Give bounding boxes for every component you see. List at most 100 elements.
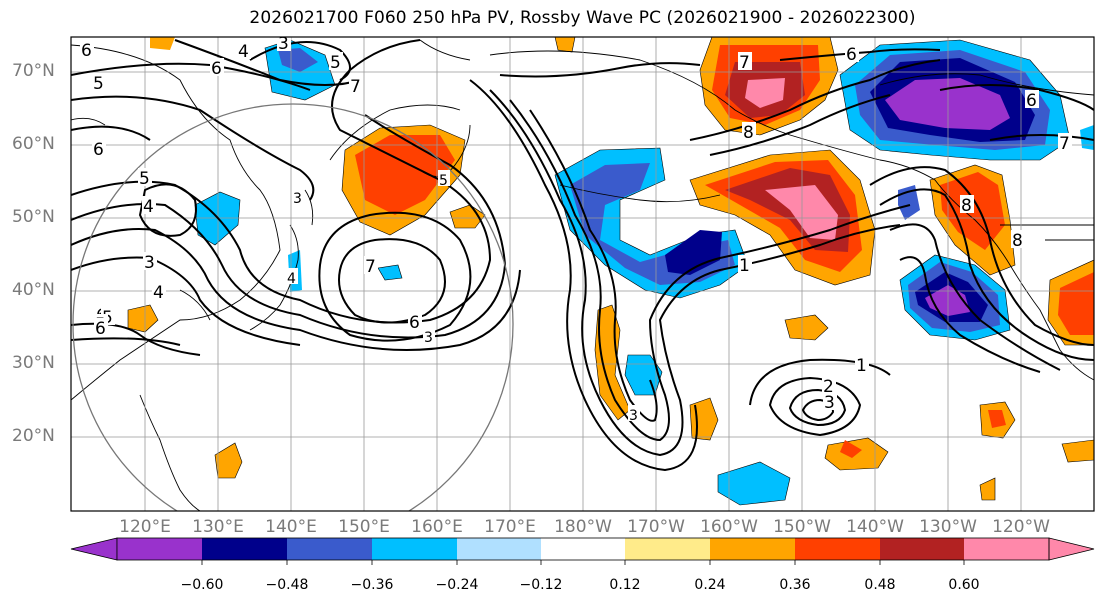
contour-label: 6	[409, 313, 420, 333]
contour-label: 5	[93, 74, 104, 94]
pv-contour	[489, 89, 901, 457]
pv-contour	[709, 94, 891, 156]
negative-anomaly	[278, 48, 318, 72]
coastline-layer	[71, 44, 1094, 511]
negative-anomaly	[665, 230, 722, 275]
negative-anomaly	[377, 264, 403, 281]
contour-label: 6	[846, 45, 857, 65]
contour-label: 4	[153, 283, 164, 303]
coastline	[559, 184, 721, 203]
colorbar-tick-label: −0.24	[435, 577, 479, 593]
contour-label: 3	[629, 408, 638, 424]
pv-contour	[869, 166, 1094, 346]
contour-label: 7	[1059, 134, 1070, 154]
colorbar-tick-label: 0.24	[694, 577, 726, 593]
positive-anomaly	[1058, 272, 1094, 335]
pv-contour	[71, 125, 151, 141]
colorbar-bin	[287, 538, 372, 560]
lon-label: 120°W	[992, 517, 1050, 537]
contour-label: 7	[739, 53, 750, 73]
pv-contour	[174, 39, 361, 86]
positive-anomaly	[150, 37, 175, 50]
colorbar-bin	[541, 538, 625, 560]
contour-label: 5	[439, 173, 448, 189]
pv-contours	[71, 39, 1094, 472]
pv-contour	[899, 256, 1041, 373]
lon-label: 140°W	[846, 517, 904, 537]
pv-contour	[179, 289, 211, 321]
positive-anomaly	[1061, 439, 1094, 463]
lon-label: 130°E	[192, 517, 244, 537]
contour-label: 1	[739, 256, 750, 276]
lon-label: 130°W	[919, 517, 977, 537]
colorbar-outline	[116, 537, 1050, 561]
colorbar-tick-label: −0.12	[519, 577, 563, 593]
pv-contour	[768, 376, 862, 437]
contour-label: 4	[143, 197, 154, 217]
negative-anomaly	[717, 461, 791, 506]
pv-contour	[71, 337, 181, 346]
colorbar-bin	[457, 538, 541, 560]
lat-label: 50°N	[12, 207, 55, 227]
pv-contour	[71, 256, 301, 346]
positive-anomaly	[988, 410, 1006, 428]
colorbar-bin	[710, 538, 795, 560]
contour-label: 3	[144, 253, 155, 273]
lon-label: 180°W	[554, 517, 612, 537]
graticule	[71, 37, 1094, 511]
lon-label: 120°E	[119, 517, 171, 537]
positive-anomaly	[689, 397, 719, 441]
positive-anomaly	[784, 314, 829, 341]
pv-contour	[989, 134, 1094, 141]
colorbar-extend-min	[70, 537, 118, 561]
contour-label: 4	[238, 42, 249, 62]
coastline	[304, 189, 314, 226]
pv-contour	[318, 211, 472, 342]
negative-anomaly	[885, 78, 1010, 130]
colorbar-tick-label: 0.36	[779, 577, 811, 593]
colorbar	[70, 537, 1095, 565]
pv-contour	[529, 109, 658, 422]
contour-label: 5	[330, 53, 341, 73]
pv-contour	[749, 358, 891, 406]
lon-label: 170°W	[627, 517, 685, 537]
lat-label: 70°N	[12, 61, 55, 81]
shading-layer	[127, 37, 1094, 506]
lat-label: 60°N	[12, 134, 55, 154]
positive-anomaly	[765, 185, 838, 240]
pv-contour	[71, 114, 507, 339]
contour-label: 6	[81, 41, 92, 61]
colorbar-bin	[372, 538, 457, 560]
map-title: 2026021700 F060 250 hPa PV, Rossby Wave …	[249, 8, 916, 28]
contour-label: 4	[287, 271, 296, 287]
contour-label-layer: 6 4 3 5 6 7 6 5 6 5 5 4 3 4 3 4 5 6 5 7 …	[80, 34, 1072, 424]
coastline	[879, 73, 1094, 96]
contour-label: 3	[278, 34, 289, 54]
contour-label: 6	[211, 59, 222, 79]
lon-label: 150°W	[773, 517, 831, 537]
pv-contour	[71, 39, 492, 324]
colorbar-bin	[117, 538, 202, 560]
lon-label: 160°E	[411, 517, 463, 537]
lat-label: 40°N	[12, 280, 55, 300]
lon-label: 150°E	[338, 517, 390, 537]
colorbar-bin	[625, 538, 710, 560]
positive-anomaly	[594, 304, 631, 421]
lon-label: 140°E	[265, 517, 317, 537]
pv-contour	[879, 188, 1094, 361]
pv-contour	[939, 84, 1094, 111]
negative-anomaly	[1080, 125, 1094, 150]
contour-label: 2	[823, 377, 834, 397]
contour-label: 5	[139, 169, 150, 189]
positive-anomaly	[554, 37, 576, 53]
contour-label: 3	[824, 393, 835, 413]
great-circle	[72, 103, 514, 511]
pv-contour	[509, 99, 911, 442]
contour-label: 7	[350, 77, 361, 97]
pv-contour	[779, 48, 941, 61]
colorbar-bin	[202, 538, 287, 560]
colorbar-bin	[880, 538, 964, 560]
negative-anomaly	[624, 354, 663, 396]
pv-contour	[788, 388, 847, 427]
